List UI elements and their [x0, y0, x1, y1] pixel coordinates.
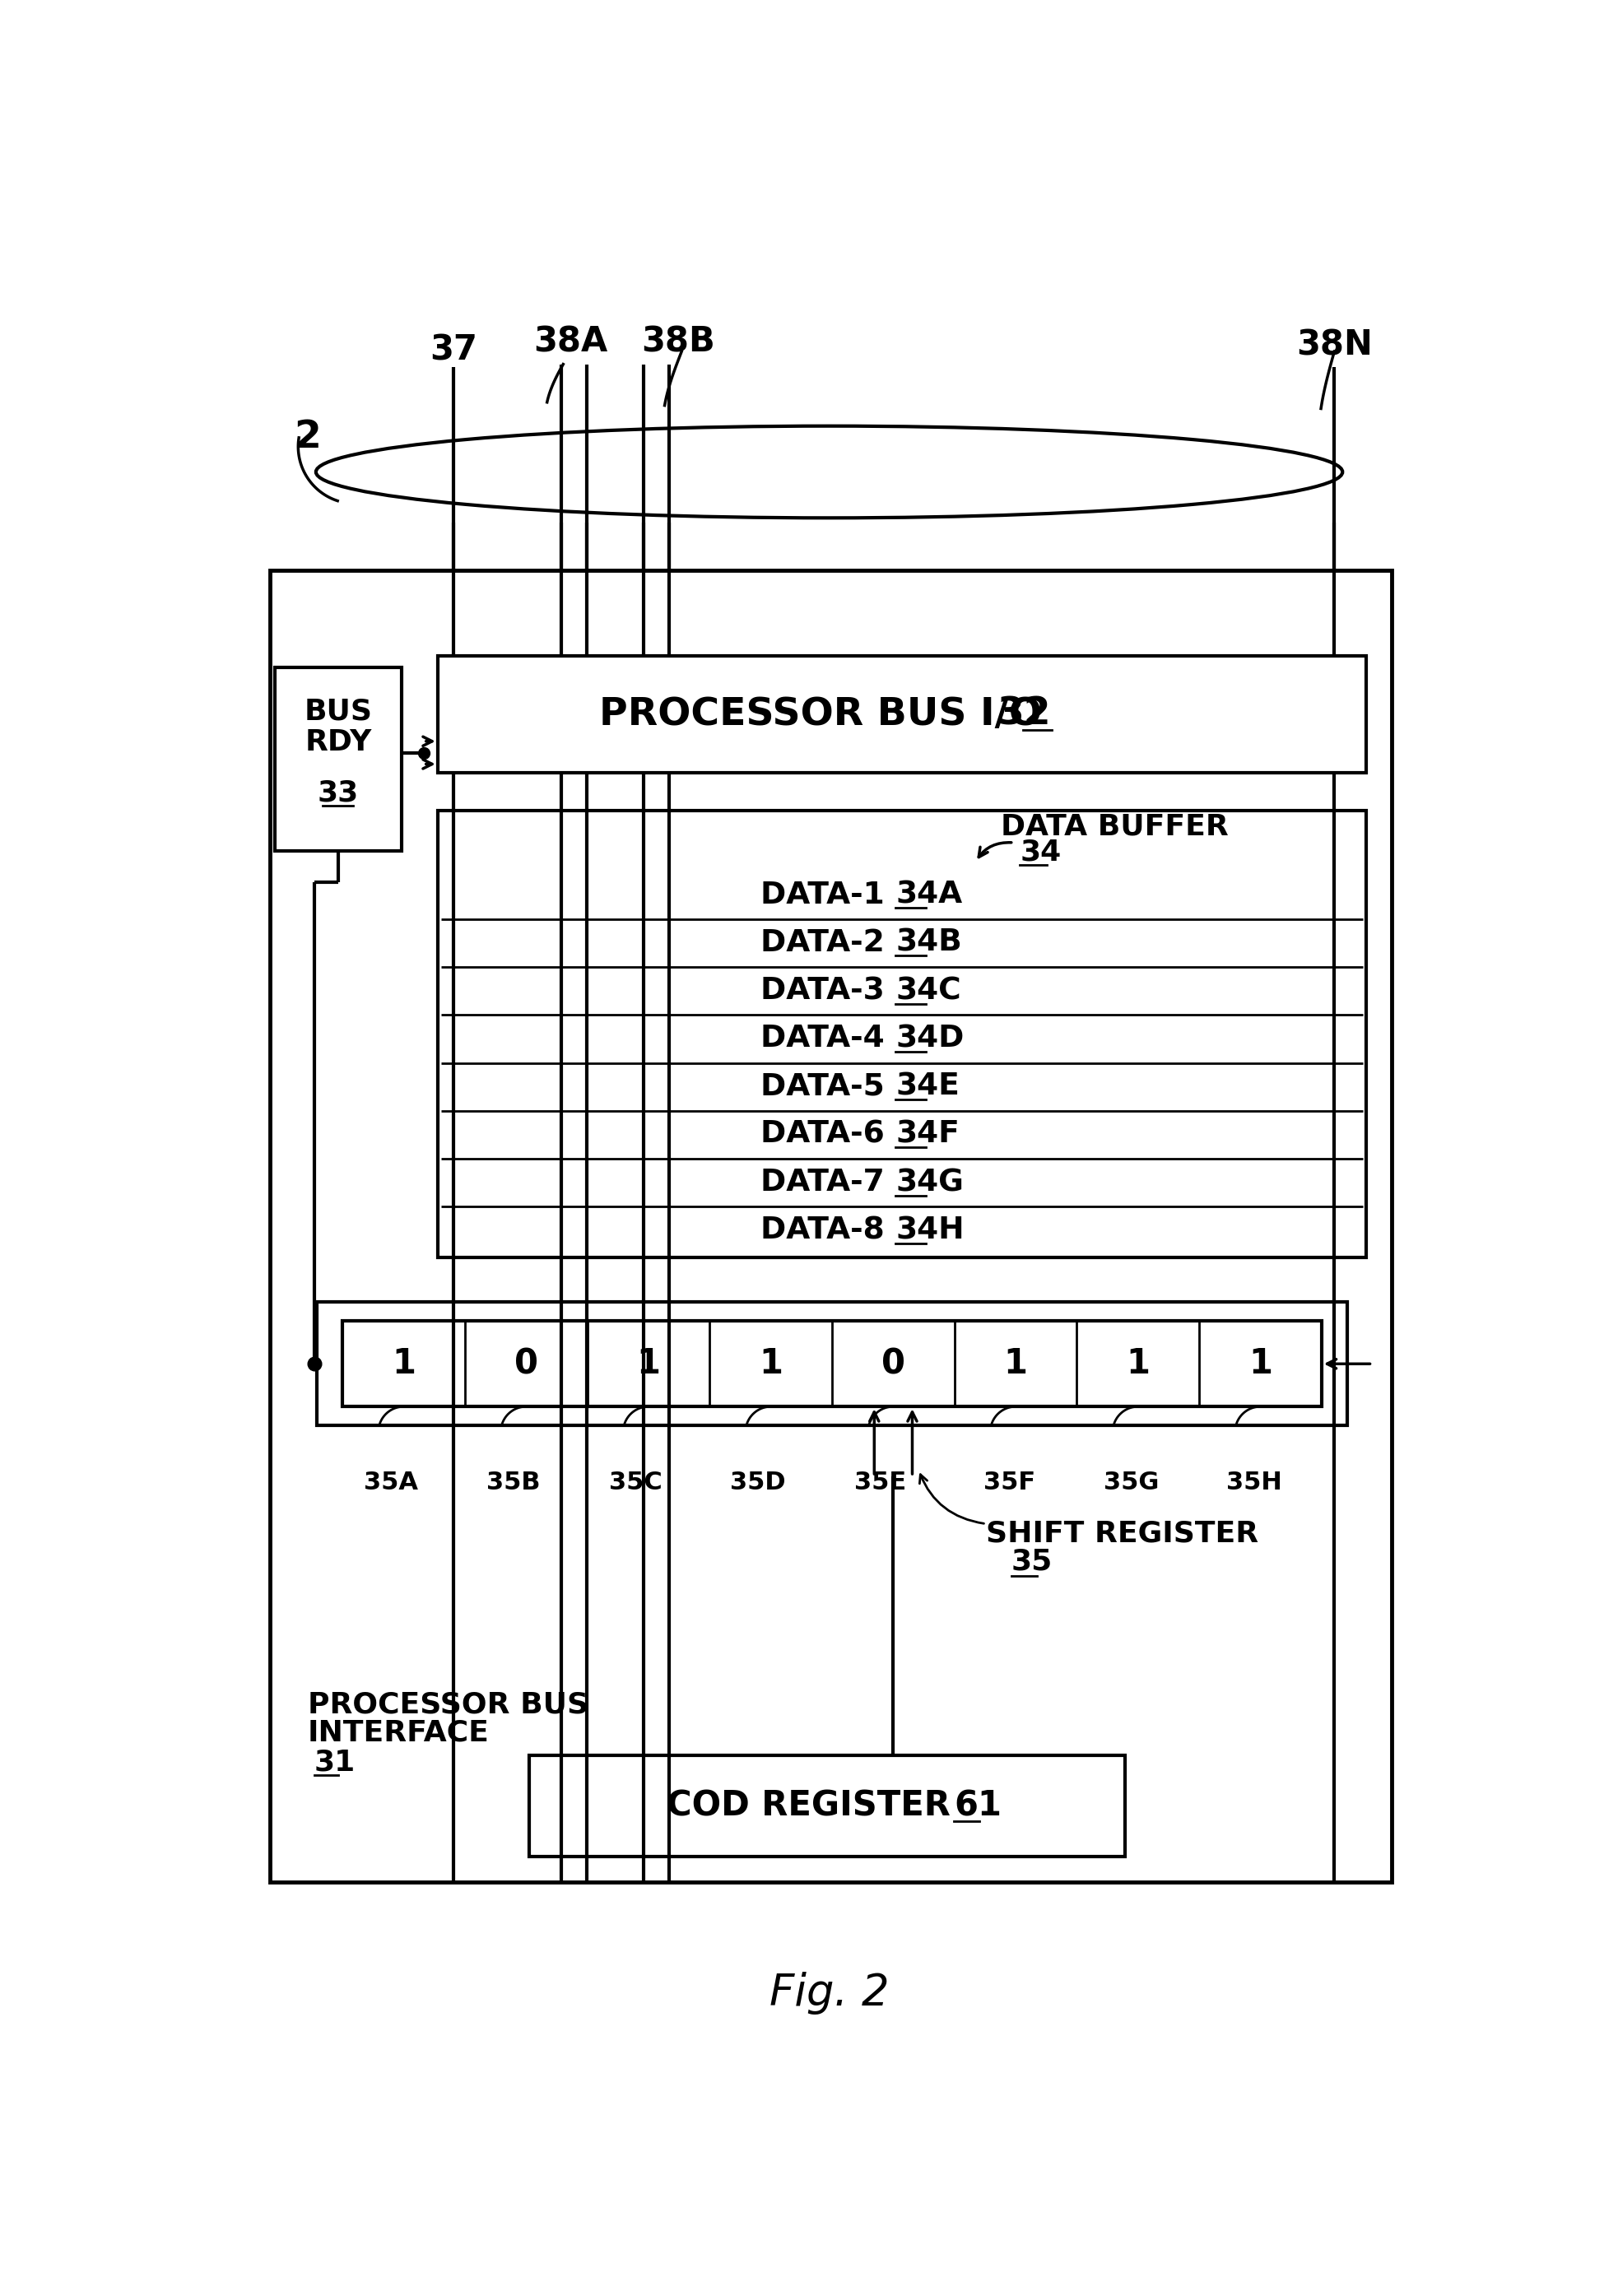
Text: 0: 0 [882, 1345, 904, 1382]
Text: 34D: 34D [895, 1024, 964, 1054]
Text: DATA-5: DATA-5 [760, 1072, 895, 1102]
Text: 1: 1 [759, 1345, 783, 1382]
Bar [343, 1320, 1322, 1407]
Bar [317, 1302, 1346, 1426]
Text: 34G: 34G [895, 1169, 964, 1199]
Text: DATA BUFFER: DATA BUFFER [1002, 813, 1228, 840]
Text: SHIFT REGISTER: SHIFT REGISTER [985, 1520, 1259, 1548]
Bar [437, 810, 1366, 1258]
Text: 38A: 38A [534, 324, 608, 360]
Text: 33: 33 [317, 778, 359, 806]
Text: 0: 0 [515, 1345, 539, 1382]
Text: 35D: 35D [730, 1472, 786, 1495]
Text: INTERFACE: INTERFACE [307, 1720, 490, 1747]
Text: 34: 34 [1019, 838, 1061, 866]
Text: 35: 35 [1011, 1548, 1053, 1575]
Text: 2: 2 [294, 418, 322, 455]
Text: DATA-3: DATA-3 [760, 976, 895, 1006]
Text: 61: 61 [955, 1789, 1002, 1823]
Text: DATA-1: DATA-1 [760, 879, 895, 909]
Text: 34B: 34B [895, 928, 963, 957]
Text: 1: 1 [636, 1345, 660, 1382]
Text: 37: 37 [429, 333, 477, 367]
Text: 31: 31 [314, 1750, 356, 1777]
Bar [270, 569, 1391, 1883]
Text: 35E: 35E [854, 1472, 906, 1495]
Text: BUS: BUS [304, 698, 372, 726]
Text: PROCESSOR BUS: PROCESSOR BUS [307, 1690, 589, 1717]
Text: 1: 1 [392, 1345, 416, 1382]
Text: 38B: 38B [641, 324, 715, 360]
Bar [529, 1754, 1125, 1857]
Text: DATA-2: DATA-2 [760, 928, 895, 957]
Text: 34A: 34A [895, 879, 963, 909]
Text: DATA-4: DATA-4 [760, 1024, 895, 1054]
Text: 38N: 38N [1296, 328, 1372, 363]
Text: 1: 1 [1249, 1345, 1272, 1382]
Text: DATA-6: DATA-6 [760, 1120, 895, 1150]
Text: 34H: 34H [895, 1217, 964, 1244]
Bar [437, 657, 1366, 774]
Text: 32: 32 [997, 696, 1052, 732]
Text: 35A: 35A [364, 1472, 417, 1495]
Text: 34C: 34C [895, 976, 961, 1006]
Text: 34E: 34E [895, 1072, 959, 1102]
Text: 34F: 34F [895, 1120, 959, 1150]
Text: COD REGISTER: COD REGISTER [667, 1789, 950, 1823]
Bar [275, 668, 401, 852]
Text: DATA-7: DATA-7 [760, 1169, 895, 1199]
Text: RDY: RDY [304, 728, 372, 755]
Text: 35B: 35B [487, 1472, 540, 1495]
Text: 1: 1 [1126, 1345, 1150, 1382]
Text: PROCESSOR BUS I/O: PROCESSOR BUS I/O [599, 696, 1055, 732]
Ellipse shape [316, 427, 1343, 519]
Text: 35F: 35F [984, 1472, 1036, 1495]
Text: 1: 1 [1003, 1345, 1027, 1382]
Text: Fig. 2: Fig. 2 [769, 1972, 890, 2014]
Text: 35H: 35H [1226, 1472, 1281, 1495]
Text: 35C: 35C [610, 1472, 662, 1495]
Text: 35G: 35G [1103, 1472, 1160, 1495]
Text: DATA-8: DATA-8 [760, 1217, 895, 1244]
